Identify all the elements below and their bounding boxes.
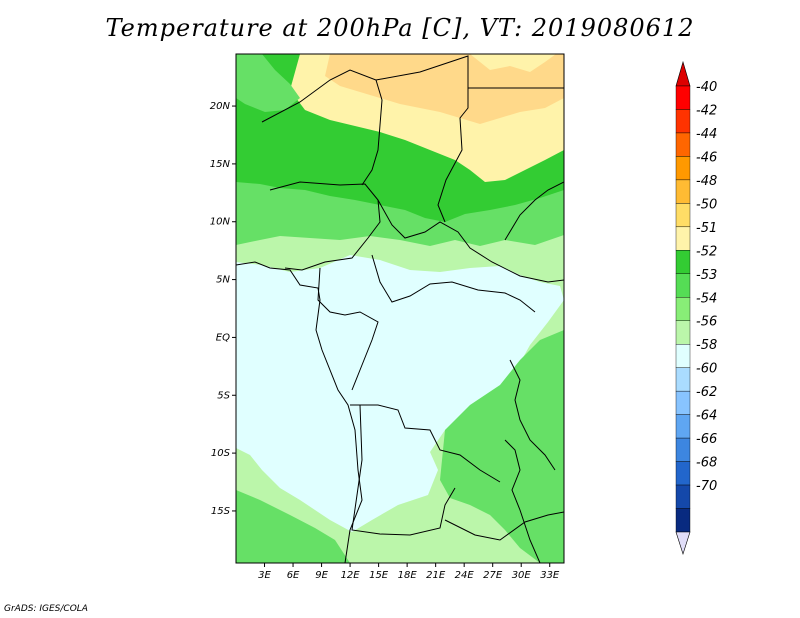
colorbar-swatch [675,484,691,509]
latitude-axis: 20N 15N 10N 5N EQ 5S 10S 15S [210,101,236,517]
colorbar-label: -56 [696,315,717,330]
fill-yellow-warm [325,54,564,124]
border-car-congo [371,254,536,313]
lat-label: 5S [217,390,230,401]
lon-label: 6E [287,570,300,581]
colorbar-swatch [675,461,691,486]
lon-label: 30E [512,570,532,581]
colorbar-label: -68 [696,456,717,471]
colorbar-label: -70 [696,479,717,494]
colorbar-swatch [675,250,691,274]
colorbar-label: -46 [696,150,717,165]
fill-green-east [440,330,564,563]
colorbar: -40 -42 -44 -46 -48 -50 -51 -52 -53 -54 -56 -58 -60 -… [675,60,717,555]
colorbar-swatch [675,203,691,228]
map-title: Temperature at 200hPa [C], VT: 201908061… [105,14,695,42]
colorbar-label: -53 [696,268,717,283]
border-sudan-ethiopia [504,181,564,241]
colorbar-label: -51 [696,221,717,236]
border-niger-chad [375,55,469,223]
lon-label: 33E [540,570,560,581]
colorbar-swatch [675,390,691,415]
colorbar-swatch [675,508,691,533]
colorbar-swatch [675,414,691,439]
fill-green-southwest [236,490,350,563]
colorbar-swatch [675,85,691,110]
colorbar-swatch [675,297,691,321]
lat-label: 10S [211,448,231,459]
grads-credit: GrADS: IGES/COLA [4,604,88,614]
lon-label: 12E [341,570,361,581]
colorbar-label: -54 [696,291,717,306]
colorbar-swatch [675,273,691,298]
colorbar-swatch [675,344,691,368]
colorbar-label: -64 [696,409,717,424]
colorbar-swatch [675,109,691,134]
lon-label: 3E [258,570,271,581]
lon-label: 15E [369,570,389,581]
colorbar-top-triangle [675,60,691,87]
colorbar-swatch [675,226,691,251]
lat-label: 20N [210,101,231,112]
colorbar-bottom-triangle [675,531,691,555]
border-zambia-mozambique [444,511,564,541]
lat-label: 5N [216,275,230,286]
colorbar-label: -52 [696,244,717,259]
fill-cyan-core [236,255,564,532]
border-lines [236,55,564,563]
colorbar-label: -58 [696,338,717,353]
colorbar-label: -42 [696,103,717,118]
colorbar-label: -48 [696,174,717,189]
border-nigeria [269,181,381,271]
border-gabon-congo [317,267,379,391]
colorbar-label: -40 [696,80,717,95]
colorbar-label: -60 [696,362,717,377]
lat-label: 10N [210,217,231,228]
lat-label: EQ [216,332,230,343]
coastline-east-lake [504,439,541,563]
colorbar-swatch [675,179,691,204]
lon-label: 24E [455,570,475,581]
lon-label: 27E [483,570,503,581]
border-east-lakes [509,359,556,471]
lon-label: 9E [315,570,328,581]
colorbar-label: -66 [696,432,717,447]
map-frame [235,53,565,564]
colorbar-label: -50 [696,197,717,212]
colorbar-swatch [675,367,691,392]
coastline-west [236,261,363,563]
border-drc-angola [350,404,501,483]
lon-label: 18E [398,570,418,581]
longitude-axis: 3E 6E 9E 12E 15E 18E 21E 24E 27E 30E 33E [258,563,560,581]
lat-label: 15N [210,159,231,170]
colorbar-swatch [675,132,691,157]
fill-green-northwest-coast [236,54,300,112]
lon-label: 21E [426,570,446,581]
border-cameroon-car [377,199,564,283]
lat-label: 15S [211,506,231,517]
colorbar-label: -62 [696,385,717,400]
colorbar-swatch [675,156,691,181]
border-angola-zambia [351,404,456,536]
colorbar-swatch [675,320,691,345]
colorbar-label: -44 [696,127,717,142]
colorbar-swatch [675,437,691,462]
temperature-fill-layer [236,54,564,563]
